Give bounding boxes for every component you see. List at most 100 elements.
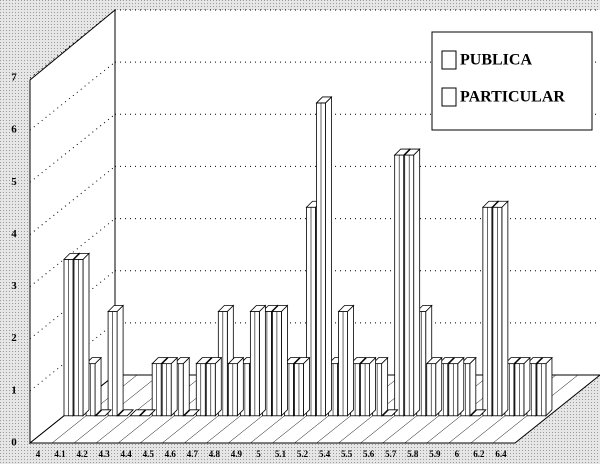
grid-line xyxy=(29,322,116,392)
x-tick-label: 5 xyxy=(256,449,261,459)
x-tick-label: 4.9 xyxy=(231,449,243,459)
x-tick-label: 4.5 xyxy=(143,449,155,459)
bar-top xyxy=(359,357,377,365)
bar-top xyxy=(425,357,443,365)
bar xyxy=(227,356,245,417)
legend-label: PUBLICA xyxy=(460,52,532,69)
x-tick-label: 5.7 xyxy=(385,449,397,459)
plot: 0 1 2 3 4 5 6 7 4 4.1 4.2 4.3 4.4 4.5 4.6 4.7 4.8 4.9 5 5.1… xyxy=(11,9,600,459)
x-tick-label: 4.8 xyxy=(209,449,221,459)
bar-top xyxy=(535,357,553,365)
bar-top xyxy=(271,305,289,312)
bar xyxy=(513,356,531,417)
bar xyxy=(73,252,90,417)
y-tick-label: 5 xyxy=(11,176,17,188)
x-tick-label: 4 xyxy=(36,449,41,459)
bar-side xyxy=(501,200,509,417)
bar xyxy=(129,409,147,417)
bar-side xyxy=(258,304,266,417)
bar xyxy=(469,409,487,417)
legend: PUBLICA PARTICULAR xyxy=(431,31,593,131)
grid-line xyxy=(29,113,116,183)
y-tick-label: 6 xyxy=(11,124,17,136)
bar-top xyxy=(503,357,521,365)
bar xyxy=(381,409,399,417)
x-tick-label: 4.6 xyxy=(165,449,177,459)
bar-top xyxy=(183,409,201,417)
bar xyxy=(293,356,311,417)
x-tick-label: 4.1 xyxy=(54,449,66,459)
bar-top xyxy=(95,409,113,417)
bar-top xyxy=(283,357,301,365)
bar-side xyxy=(369,356,376,417)
bar-top xyxy=(129,409,147,417)
bar-side xyxy=(545,356,553,417)
bar-top xyxy=(205,357,223,365)
bar-side xyxy=(381,356,389,417)
bar xyxy=(205,356,223,417)
bar xyxy=(85,356,103,417)
bar-top xyxy=(161,357,179,365)
bar-top xyxy=(415,305,433,312)
x-tick-label: 5.8 xyxy=(407,449,419,459)
bar-top xyxy=(315,96,333,104)
bar-side xyxy=(116,304,124,417)
x-tick-label: 5.5 xyxy=(341,449,353,459)
bar-side xyxy=(469,356,477,417)
x-tick-label: 5.1 xyxy=(275,449,287,459)
bar xyxy=(249,304,267,417)
bar xyxy=(447,356,465,417)
bar-top xyxy=(525,357,543,365)
bar-top xyxy=(261,305,279,312)
x-tick-label: 5.2 xyxy=(297,449,309,459)
bar-side xyxy=(170,356,178,417)
bar-top xyxy=(217,305,235,312)
bar-side xyxy=(457,356,465,417)
x-tick-label: 4.2 xyxy=(76,449,88,459)
legend-swatch xyxy=(441,87,457,107)
x-tick-label: 5.6 xyxy=(363,449,375,459)
bar xyxy=(403,148,421,417)
bar-top xyxy=(63,252,80,260)
bar xyxy=(183,409,201,417)
x-tick-label: 4.7 xyxy=(187,449,199,459)
bar-top xyxy=(403,148,421,156)
bar-side xyxy=(281,304,288,417)
legend-swatch xyxy=(441,50,457,70)
bar xyxy=(271,304,289,417)
x-tick-label: 6 xyxy=(455,449,460,459)
bar-side xyxy=(303,356,310,417)
bar-top xyxy=(437,357,455,365)
grid-line xyxy=(29,218,116,287)
bar-top xyxy=(293,357,311,365)
bar-top xyxy=(107,305,125,312)
bar-top xyxy=(481,200,499,208)
bar-top xyxy=(73,252,90,260)
y-tick-label: 2 xyxy=(11,332,17,344)
bar-top xyxy=(447,357,465,365)
bar-top xyxy=(151,357,169,365)
bar xyxy=(337,304,355,417)
y-tick-label: 0 xyxy=(11,437,17,449)
bar-top xyxy=(117,409,135,417)
y-tick-label: 1 xyxy=(11,384,17,396)
bar xyxy=(459,356,477,417)
bar xyxy=(359,356,377,417)
bar xyxy=(95,409,113,417)
y-tick-label: 4 xyxy=(11,228,17,240)
bar xyxy=(173,356,191,417)
bar-top xyxy=(249,305,267,312)
bar-side xyxy=(325,95,332,417)
x-tick-label: 6.2 xyxy=(473,449,485,459)
y-tick-label: 3 xyxy=(11,280,17,292)
bar-top xyxy=(139,409,157,417)
y-tick-label: 7 xyxy=(11,72,17,84)
bar-side xyxy=(182,356,190,417)
bar-top xyxy=(469,409,487,417)
bar-side xyxy=(523,356,531,417)
bar-top xyxy=(381,409,399,417)
bar xyxy=(117,409,135,417)
bar-top xyxy=(337,305,355,312)
grid-line xyxy=(29,166,116,235)
bar xyxy=(535,356,553,417)
